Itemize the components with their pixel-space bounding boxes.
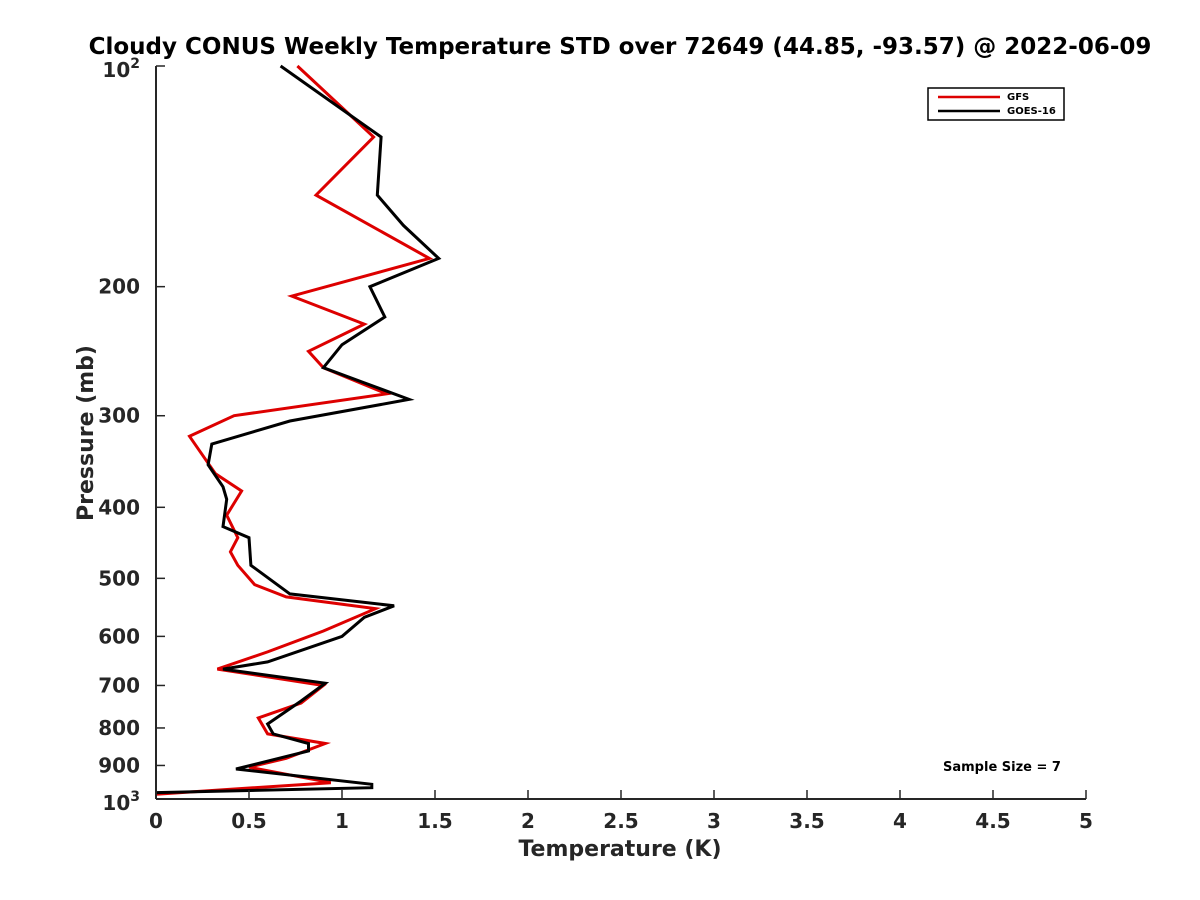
y-axis-label: Pressure (mb) (74, 345, 99, 521)
x-tick-label: 3 (707, 809, 721, 833)
x-tick-label: 2 (521, 809, 535, 833)
x-tick-label: 5 (1079, 809, 1093, 833)
x-tick-label: 3.5 (789, 809, 824, 833)
legend-label-goes16: GOES-16 (1007, 106, 1056, 117)
x-tick-label: 4.5 (975, 809, 1010, 833)
y-tick-label-bottom: 103 (102, 789, 140, 815)
x-tick-label: 4 (893, 809, 907, 833)
y-tick-label: 300 (98, 404, 140, 428)
y-tick-label: 900 (98, 753, 140, 777)
chart-title: Cloudy CONUS Weekly Temperature STD over… (89, 34, 1152, 60)
x-tick-label: 0.5 (231, 809, 266, 833)
x-tick-label: 1.5 (417, 809, 452, 833)
plot-lines (155, 64, 442, 796)
series-line-gfs (155, 64, 434, 796)
legend-box (927, 87, 1065, 121)
sample-size-annotation: Sample Size = 7 (943, 760, 1061, 775)
legend: GFS GOES-16 (927, 87, 1065, 121)
y-tick-label-top: 102 (102, 56, 140, 82)
x-tick-label: 0 (149, 809, 163, 833)
y-tick-label: 800 (98, 716, 140, 740)
x-tick-label: 2.5 (603, 809, 638, 833)
x-ticks: 0 0.5 1 1.5 2 2.5 3 3.5 4 4.5 5 (149, 790, 1093, 833)
y-tick-label: 200 (98, 275, 140, 299)
y-ticks: 200 300 400 500 600 700 800 900 (98, 65, 165, 800)
y-tick-label: 500 (98, 566, 140, 590)
series-line-goes16 (155, 64, 442, 795)
x-tick-label: 1 (335, 809, 349, 833)
y-tick-label: 600 (98, 624, 140, 648)
legend-label-gfs: GFS (1007, 92, 1029, 103)
x-axis-label: Temperature (K) (518, 837, 721, 862)
y-tick-label: 400 (98, 495, 140, 519)
y-tick-label: 700 (98, 673, 140, 697)
